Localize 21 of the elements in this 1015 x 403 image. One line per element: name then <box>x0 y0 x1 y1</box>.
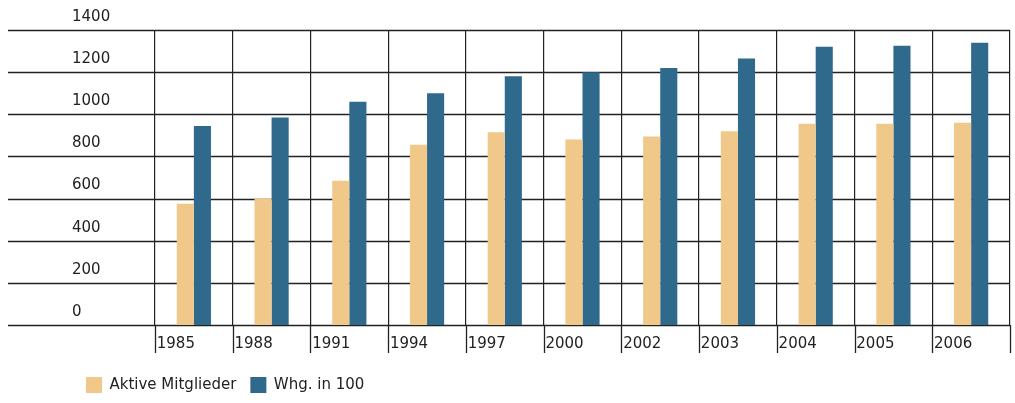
x-tick-label: 1988 <box>234 333 273 352</box>
y-tick-label: 600 <box>72 175 101 194</box>
x-tick-label: 1991 <box>312 333 351 352</box>
x-tick-label: 2003 <box>700 333 740 352</box>
y-tick-label: 400 <box>72 217 101 236</box>
x-tick-label: 1994 <box>389 333 429 352</box>
y-tick-label: 1400 <box>72 6 111 25</box>
x-tick-label: 1997 <box>467 333 506 352</box>
x-tick-label: 2002 <box>623 333 662 352</box>
x-tick-label: 2004 <box>778 333 817 352</box>
legend-label: Whg. in 100 <box>273 374 365 393</box>
y-tick-label: 800 <box>72 133 101 152</box>
x-tick-label: 1985 <box>156 333 195 352</box>
y-tick-label: 0 <box>72 301 82 320</box>
x-tick-label: 2005 <box>856 333 895 352</box>
y-tick-label: 200 <box>72 259 101 278</box>
y-tick-label: 1200 <box>72 49 111 68</box>
x-tick-label: 2006 <box>934 333 973 352</box>
x-tick-label: 2000 <box>545 333 584 352</box>
legend-label: Aktive Mitglieder <box>109 374 238 393</box>
y-tick-label: 1000 <box>72 91 111 110</box>
